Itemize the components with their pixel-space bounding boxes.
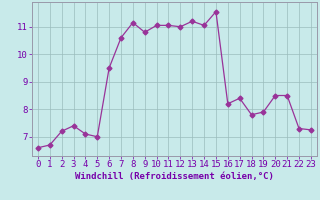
- X-axis label: Windchill (Refroidissement éolien,°C): Windchill (Refroidissement éolien,°C): [75, 172, 274, 181]
